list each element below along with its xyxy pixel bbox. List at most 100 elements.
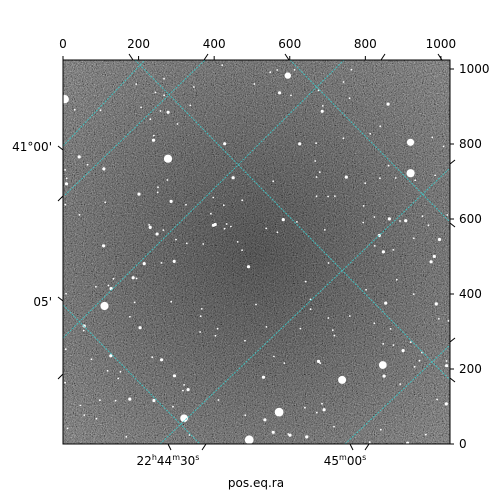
bottom-ra-axis: 22h44m30s 45m00s <box>137 443 370 468</box>
star <box>231 176 235 180</box>
star <box>176 123 179 125</box>
star <box>284 72 291 79</box>
star <box>283 362 286 364</box>
star <box>276 231 279 234</box>
star <box>321 402 323 405</box>
star <box>244 435 254 444</box>
star <box>409 341 412 343</box>
star <box>135 83 138 85</box>
star <box>265 227 268 230</box>
star <box>334 195 336 198</box>
star <box>64 348 67 351</box>
star <box>99 399 101 402</box>
star <box>281 218 285 222</box>
star <box>333 334 336 337</box>
grid-line-2 <box>159 167 450 444</box>
star <box>152 134 155 137</box>
star <box>100 301 109 311</box>
star <box>246 265 251 269</box>
star <box>230 225 232 228</box>
top-tick-label-4: 800 <box>354 37 377 51</box>
star <box>140 106 143 109</box>
star <box>106 369 109 372</box>
star <box>222 204 225 207</box>
star <box>272 180 275 183</box>
star <box>210 212 212 215</box>
star <box>253 83 256 85</box>
grid-line-7 <box>63 304 201 444</box>
star <box>314 160 317 162</box>
star <box>155 232 159 236</box>
star <box>154 91 157 94</box>
star <box>199 331 202 333</box>
right-tick-label-5: 1000 <box>459 62 490 76</box>
star <box>212 196 215 199</box>
star <box>342 81 345 83</box>
star <box>387 217 391 221</box>
star <box>223 227 226 230</box>
star <box>304 280 307 283</box>
top-world-ticks <box>128 53 443 61</box>
star <box>166 110 170 114</box>
star <box>382 343 385 345</box>
star <box>188 434 191 436</box>
sky-image <box>63 60 450 444</box>
star <box>315 195 318 198</box>
star <box>394 177 397 179</box>
star <box>63 95 69 104</box>
ra-tick-label-1: 45m00s <box>324 453 367 468</box>
star <box>414 179 417 182</box>
star <box>172 374 177 378</box>
star <box>304 406 306 409</box>
star <box>117 377 120 380</box>
grid-line-6 <box>289 60 450 223</box>
star <box>244 414 247 417</box>
star <box>189 104 192 107</box>
star <box>389 328 392 330</box>
star <box>114 399 117 402</box>
star <box>79 404 82 407</box>
star <box>368 441 371 444</box>
star <box>379 125 382 128</box>
star <box>180 414 189 423</box>
star <box>129 315 131 318</box>
star <box>160 262 163 264</box>
star <box>327 262 330 264</box>
star <box>364 182 367 185</box>
star <box>182 389 184 392</box>
star <box>236 241 239 243</box>
star <box>373 245 376 247</box>
star <box>379 177 381 180</box>
star <box>202 243 205 245</box>
star <box>64 381 66 384</box>
star <box>135 277 138 280</box>
x-axis-title: pos.eq.ra <box>228 476 284 490</box>
top-tick-label-2: 400 <box>203 37 226 51</box>
ra-tick-label-0: 22h44m30s <box>137 453 200 468</box>
star <box>384 301 388 305</box>
star <box>412 293 415 295</box>
star <box>112 277 115 280</box>
star <box>157 186 159 189</box>
star <box>445 360 448 362</box>
grid-line-4 <box>63 60 146 147</box>
star <box>406 441 410 444</box>
star <box>322 408 326 412</box>
star-field <box>63 64 450 444</box>
star <box>379 428 382 431</box>
star <box>151 138 156 142</box>
star <box>64 203 67 206</box>
star <box>170 300 173 303</box>
star <box>109 354 113 358</box>
star <box>261 375 266 379</box>
right-world-ticks <box>449 159 456 383</box>
star <box>148 224 151 226</box>
star <box>399 220 401 222</box>
star <box>327 317 330 319</box>
star <box>156 191 159 194</box>
star <box>447 320 450 322</box>
star <box>186 388 190 392</box>
star <box>83 414 86 416</box>
star <box>350 68 353 71</box>
